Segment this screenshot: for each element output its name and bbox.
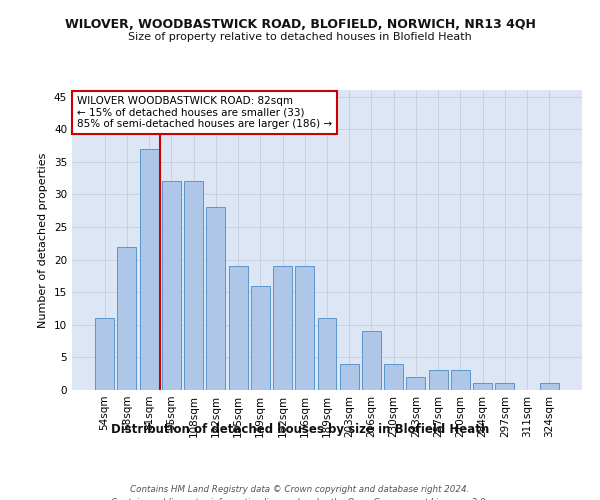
- Bar: [162, 182, 181, 390]
- Bar: [229, 266, 248, 390]
- Text: WILOVER, WOODBASTWICK ROAD, BLOFIELD, NORWICH, NR13 4QH: WILOVER, WOODBASTWICK ROAD, BLOFIELD, NO…: [65, 18, 535, 30]
- Bar: [273, 266, 292, 390]
- Bar: [496, 384, 514, 390]
- Bar: [184, 182, 203, 390]
- Text: Distribution of detached houses by size in Blofield Heath: Distribution of detached houses by size …: [111, 422, 489, 436]
- Bar: [406, 377, 425, 390]
- Y-axis label: Number of detached properties: Number of detached properties: [38, 152, 49, 328]
- Bar: [473, 384, 492, 390]
- Text: WILOVER WOODBASTWICK ROAD: 82sqm
← 15% of detached houses are smaller (33)
85% o: WILOVER WOODBASTWICK ROAD: 82sqm ← 15% o…: [77, 96, 332, 129]
- Bar: [251, 286, 270, 390]
- Bar: [384, 364, 403, 390]
- Bar: [140, 148, 158, 390]
- Bar: [340, 364, 359, 390]
- Bar: [118, 246, 136, 390]
- Bar: [362, 332, 381, 390]
- Bar: [317, 318, 337, 390]
- Bar: [95, 318, 114, 390]
- Bar: [540, 384, 559, 390]
- Bar: [429, 370, 448, 390]
- Bar: [451, 370, 470, 390]
- Text: Contains HM Land Registry data © Crown copyright and database right 2024.
Contai: Contains HM Land Registry data © Crown c…: [112, 485, 488, 500]
- Text: Size of property relative to detached houses in Blofield Heath: Size of property relative to detached ho…: [128, 32, 472, 42]
- Bar: [295, 266, 314, 390]
- Bar: [206, 208, 225, 390]
